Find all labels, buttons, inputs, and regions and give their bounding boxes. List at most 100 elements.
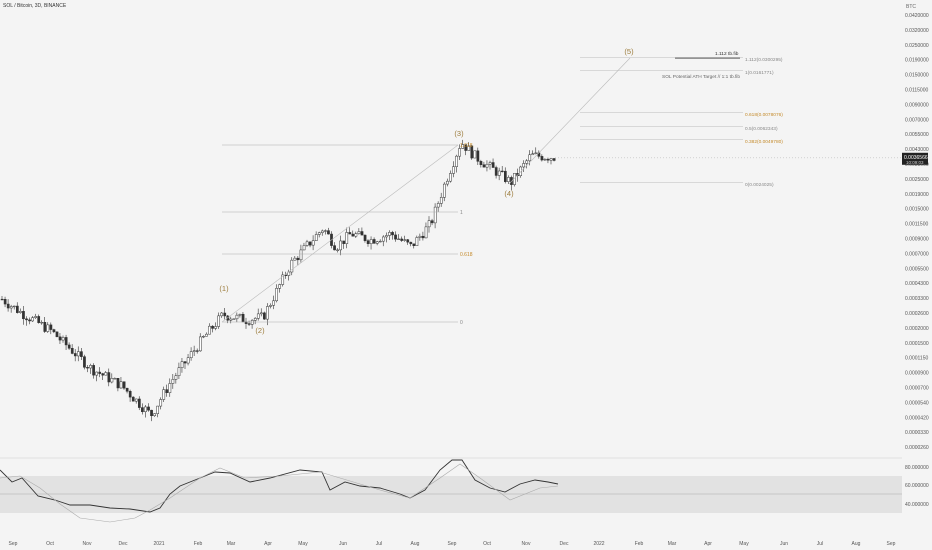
price-tick-label: 0.0002600 <box>905 311 929 317</box>
candle-body <box>226 315 230 321</box>
candle-body <box>455 155 458 167</box>
candle-body <box>415 237 419 246</box>
price-tick-label: 0.0003300 <box>905 296 929 302</box>
time-tick-label: Aug <box>852 541 861 547</box>
fib-level-label: 0.618(0.0078076) <box>745 112 783 118</box>
candle-body <box>305 241 309 246</box>
candle-body <box>433 206 437 224</box>
fib-level-label: 0(0.0024025) <box>745 182 774 188</box>
time-tick-label: Mar <box>668 541 677 547</box>
candle-body <box>256 313 260 319</box>
candle-body <box>64 337 68 346</box>
time-tick-label: Jul <box>376 541 382 547</box>
wave-label: (2) <box>255 326 265 335</box>
candle-body <box>324 230 327 232</box>
candle-body <box>351 233 355 237</box>
candle-body <box>360 231 364 236</box>
candle-body <box>171 379 175 384</box>
candle-body <box>238 313 242 316</box>
candle-body <box>449 173 452 182</box>
candle-body <box>83 356 86 368</box>
rsi-line <box>0 459 559 513</box>
fib-level-label: 0.5(0.0062343) <box>745 126 778 132</box>
price-tick-label: 0.0004300 <box>905 281 929 287</box>
price-tick-label: 0.0025000 <box>905 177 929 183</box>
fib-level-label: SOL Potential ATH Target // 1:1 tb.fib <box>662 74 740 80</box>
candle-body <box>77 351 80 357</box>
price-tick-label: 0.0002000 <box>905 326 929 332</box>
wave-label: (4) <box>504 189 514 198</box>
candle-body <box>150 409 153 417</box>
candle-body <box>443 183 446 198</box>
candle-body <box>22 311 25 320</box>
candle-body <box>342 240 346 244</box>
candle-body <box>95 371 99 376</box>
candle-body <box>507 177 510 182</box>
price-tick-label: 0.0420000 <box>905 13 929 19</box>
time-tick-label: Aug <box>411 541 420 547</box>
time-tick-label: Oct <box>46 541 54 547</box>
wave-label: (1) <box>219 284 229 293</box>
candle-body <box>92 365 95 376</box>
candle-body <box>519 166 522 176</box>
candle-body <box>98 371 102 374</box>
candle-body <box>546 158 550 161</box>
candle-body <box>412 243 416 246</box>
candle-body <box>510 177 513 185</box>
candle-body <box>354 233 358 237</box>
last-time-label: 10:09:03 <box>906 160 924 165</box>
fib-level-label: 1.112 tb.fib <box>715 51 739 57</box>
candle-body <box>299 249 303 261</box>
axis-unit: BTC <box>906 4 916 10</box>
candle-body <box>311 240 315 246</box>
candle-body <box>208 325 211 335</box>
candle-body <box>174 375 178 380</box>
candle-body <box>409 241 413 245</box>
candle-body <box>128 391 132 398</box>
time-tick-label: 2022 <box>593 541 604 547</box>
candle-body <box>479 161 483 165</box>
candle-body <box>162 389 166 400</box>
candle-body <box>263 312 266 320</box>
candle-body <box>540 156 544 161</box>
candle-body <box>348 232 352 235</box>
candle-body <box>186 357 190 364</box>
candle-body <box>52 329 56 333</box>
candle-body <box>141 407 144 413</box>
price-tick-label: 0.0009000 <box>905 237 929 243</box>
candle-body <box>67 344 71 349</box>
candle-body <box>223 312 227 317</box>
candle-body <box>339 240 342 251</box>
candle-body <box>272 300 275 306</box>
candle-body <box>86 367 89 369</box>
candle-body <box>134 398 138 402</box>
candle-body <box>378 240 382 243</box>
candle-body <box>336 249 339 251</box>
wave-label: (5) <box>624 47 634 56</box>
candle-body <box>296 257 300 261</box>
candle-body <box>290 259 294 273</box>
time-tick-label: Oct <box>483 541 491 547</box>
price-tick-label: 0.0250000 <box>905 43 929 49</box>
candle-body <box>153 413 156 417</box>
candle-body <box>369 239 373 244</box>
chart-title: SOL / Bitcoin, 3D, BINANCE <box>3 3 67 9</box>
candle-body <box>6 303 10 309</box>
candle-body <box>241 313 245 323</box>
time-tick-label: May <box>739 541 749 547</box>
candle-body <box>400 238 403 241</box>
candle-body <box>375 241 379 244</box>
price-tick-label: 0.0000420 <box>905 415 929 421</box>
price-tick-label: 0.0011500 <box>905 222 928 228</box>
candle-body <box>104 372 108 376</box>
price-tick-label: 0.0000540 <box>905 400 929 406</box>
price-tick-label: 0.0055000 <box>905 132 929 138</box>
price-tick-label: 0.0000900 <box>905 371 929 377</box>
fib-level-label: 0.382(0.0049780) <box>745 139 783 145</box>
candle-body <box>34 316 37 318</box>
candle-body <box>543 158 547 161</box>
fib-level-label: 1(0.0161771) <box>745 70 774 76</box>
candle-body <box>144 406 147 413</box>
